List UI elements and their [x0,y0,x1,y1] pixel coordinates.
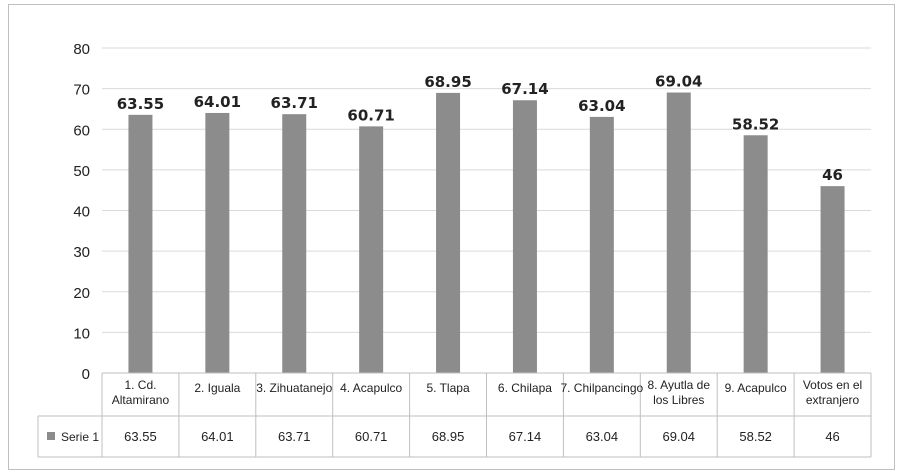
series-name: Serie 1 [61,430,99,444]
category-label: los Libres [653,393,704,407]
y-tick-label: 10 [73,325,90,342]
bar [589,116,614,374]
y-tick-label: 50 [73,163,90,180]
bar [666,92,691,374]
data-label: 58.52 [732,115,779,133]
table-value: 69.04 [662,429,695,444]
table-value: 63.55 [124,429,157,444]
bar [512,100,537,374]
y-tick-label: 70 [73,82,90,99]
category-label: 9. Acapulco [725,381,787,395]
category-label: extranjero [806,393,860,407]
data-label: 46 [822,166,843,184]
category-label: Votos en el [803,378,862,392]
bar [436,92,461,373]
data-label: 60.71 [347,106,394,124]
data-label: 63.04 [578,97,625,115]
table-value: 58.52 [739,429,772,444]
table-value: 60.71 [355,429,388,444]
bar [359,126,384,373]
data-label: 63.55 [117,95,164,113]
table-value: 63.71 [278,429,311,444]
table-value: 68.95 [432,429,465,444]
y-tick-label: 40 [73,204,90,221]
category-label: 6. Chilapa [498,381,552,395]
data-label: 67.14 [501,80,548,98]
data-label: 68.95 [424,73,471,91]
y-tick-label: 20 [73,285,90,302]
table-value: 63.04 [586,429,619,444]
data-label: 63.71 [271,94,318,112]
y-tick-label: 60 [73,122,90,139]
table-value: 46 [825,429,839,444]
category-label: 8. Ayutla de [648,378,711,392]
bar [743,135,768,373]
category-label: 1. Cd. [124,378,156,392]
category-label: Altamirano [112,393,170,407]
category-label: 2. Iguala [194,381,240,395]
data-label: 69.04 [655,73,702,91]
bar [820,186,845,373]
category-label: 5. Tlapa [426,381,469,395]
y-tick-label: 80 [73,41,90,58]
y-tick-label: 0 [82,366,90,383]
bar [205,112,230,373]
category-label: 4. Acapulco [340,381,402,395]
bar [128,114,153,373]
y-tick-label: 30 [73,244,90,261]
table-value: 67.14 [509,429,542,444]
category-label: 7. Chilpancingo [560,381,643,395]
bar [282,114,307,373]
legend-swatch [47,432,55,440]
table-value: 64.01 [201,429,234,444]
data-label: 64.01 [194,93,241,111]
category-label: 3. Zihuatanejo [256,381,332,395]
